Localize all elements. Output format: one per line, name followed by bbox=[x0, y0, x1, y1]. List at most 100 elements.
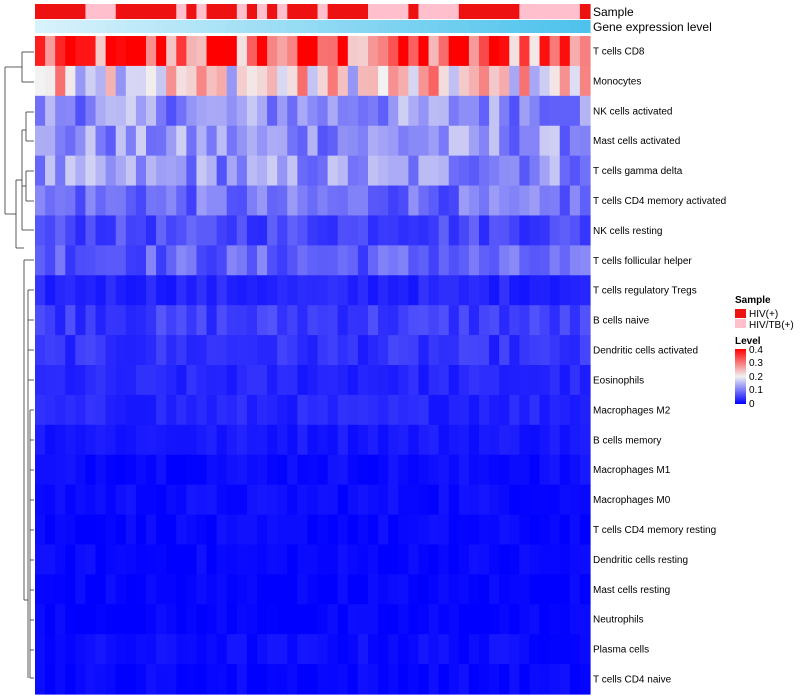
gene-expression-annotation-cell bbox=[529, 20, 541, 33]
heatmap-cell bbox=[509, 335, 520, 366]
gene-expression-annotation-cell bbox=[509, 20, 520, 33]
heatmap-cell bbox=[317, 454, 329, 486]
heatmap-cell bbox=[277, 335, 288, 366]
heatmap-cell bbox=[85, 484, 97, 516]
heatmap-cell bbox=[226, 394, 238, 426]
heatmap-cell bbox=[448, 394, 460, 426]
heatmap-cell bbox=[479, 275, 490, 306]
heatmap-cell bbox=[257, 245, 268, 276]
heatmap-cell bbox=[65, 544, 76, 575]
heatmap-cell bbox=[408, 604, 420, 635]
heatmap-cell bbox=[287, 544, 298, 575]
heatmap-cell bbox=[458, 305, 470, 336]
heatmap-cell bbox=[428, 125, 440, 157]
heatmap-cell bbox=[549, 215, 561, 246]
heatmap-cell bbox=[156, 454, 167, 486]
heatmap-cell bbox=[448, 155, 460, 187]
heatmap-cell bbox=[448, 514, 460, 546]
heatmap-cell bbox=[468, 424, 480, 456]
heatmap-cell bbox=[307, 335, 319, 366]
heatmap-cell bbox=[267, 604, 278, 635]
sample-annotation-cell bbox=[347, 4, 359, 19]
sample-annotation-cell bbox=[65, 4, 76, 19]
sample-annotation-cell bbox=[105, 4, 117, 19]
sample-annotation-bar bbox=[35, 4, 591, 19]
heatmap-cell bbox=[226, 454, 238, 486]
heatmap-cell bbox=[357, 155, 369, 187]
heatmap-cell bbox=[579, 65, 591, 97]
heatmap-cell bbox=[499, 155, 510, 187]
heatmap-cell bbox=[307, 424, 319, 456]
sample-annotation-cell bbox=[519, 4, 531, 19]
sample-annotation-cell bbox=[438, 4, 450, 19]
heatmap-cell bbox=[257, 335, 268, 366]
heatmap-cell bbox=[216, 454, 228, 486]
heatmap-cell bbox=[65, 125, 76, 157]
heatmap-cell bbox=[549, 634, 561, 665]
heatmap-cell bbox=[176, 305, 187, 336]
heatmap-cell bbox=[297, 185, 309, 217]
heatmap-cell bbox=[418, 65, 430, 97]
heatmap-cell bbox=[95, 634, 107, 665]
heatmap-cell bbox=[549, 125, 561, 157]
heatmap-cell bbox=[176, 424, 187, 456]
heatmap-cell bbox=[428, 484, 440, 516]
heatmap-cell bbox=[287, 245, 298, 276]
heatmap-cell bbox=[267, 275, 278, 306]
heatmap-cell bbox=[115, 394, 127, 426]
heatmap-cell bbox=[226, 664, 238, 695]
heatmap-cell bbox=[468, 215, 480, 246]
heatmap-cell bbox=[539, 514, 551, 546]
heatmap-cell bbox=[327, 155, 339, 187]
heatmap-cell bbox=[408, 634, 420, 665]
heatmap-cell bbox=[166, 95, 177, 127]
heatmap-cell bbox=[337, 36, 349, 67]
heatmap-cell bbox=[65, 484, 76, 516]
heatmap-cell bbox=[509, 424, 520, 456]
gene-expression-annotation-cell bbox=[135, 20, 147, 33]
heatmap-cell bbox=[287, 514, 298, 546]
heatmap-cell bbox=[75, 514, 87, 546]
heatmap-cell bbox=[105, 155, 117, 187]
heatmap-cell bbox=[479, 335, 490, 366]
heatmap-cell bbox=[569, 155, 581, 187]
heatmap-cell bbox=[287, 305, 298, 336]
heatmap-cell bbox=[146, 65, 157, 97]
heatmap-cell bbox=[347, 95, 359, 127]
heatmap-cell bbox=[206, 125, 218, 157]
heatmap-cell bbox=[55, 365, 66, 396]
heatmap-cell bbox=[267, 125, 278, 157]
heatmap-cell bbox=[529, 125, 541, 157]
heatmap-cell bbox=[539, 604, 551, 635]
heatmap-cell bbox=[297, 365, 309, 396]
heatmap-cell bbox=[317, 215, 329, 246]
heatmap-cell bbox=[307, 185, 319, 217]
heatmap-cell bbox=[257, 604, 268, 635]
heatmap-cell bbox=[438, 95, 450, 127]
heatmap-cell bbox=[549, 454, 561, 486]
heatmap-cell bbox=[388, 275, 399, 306]
heatmap-cell bbox=[569, 544, 581, 575]
heatmap-cell bbox=[357, 664, 369, 695]
sample-annotation-cell bbox=[549, 4, 561, 19]
heatmap-cell bbox=[45, 65, 56, 97]
heatmap-cell bbox=[388, 215, 399, 246]
heatmap-cell bbox=[226, 245, 238, 276]
heatmap-cell bbox=[85, 185, 97, 217]
heatmap-cell bbox=[196, 574, 208, 605]
heatmap-cell bbox=[95, 245, 107, 276]
heatmap-cell bbox=[458, 514, 470, 546]
heatmap-cell bbox=[257, 185, 268, 217]
heatmap-cell bbox=[246, 275, 258, 306]
heatmap-cell bbox=[216, 95, 228, 127]
heatmap-cell bbox=[186, 185, 198, 217]
heatmap-cell bbox=[146, 365, 157, 396]
heatmap-cell bbox=[277, 95, 288, 127]
heatmap-cell bbox=[418, 335, 430, 366]
heatmap-cell bbox=[277, 634, 288, 665]
heatmap-cell bbox=[105, 275, 117, 306]
heatmap-cell bbox=[579, 185, 591, 217]
heatmap-cell bbox=[428, 185, 440, 217]
heatmap-cell bbox=[569, 365, 581, 396]
heatmap-cell bbox=[559, 634, 571, 665]
